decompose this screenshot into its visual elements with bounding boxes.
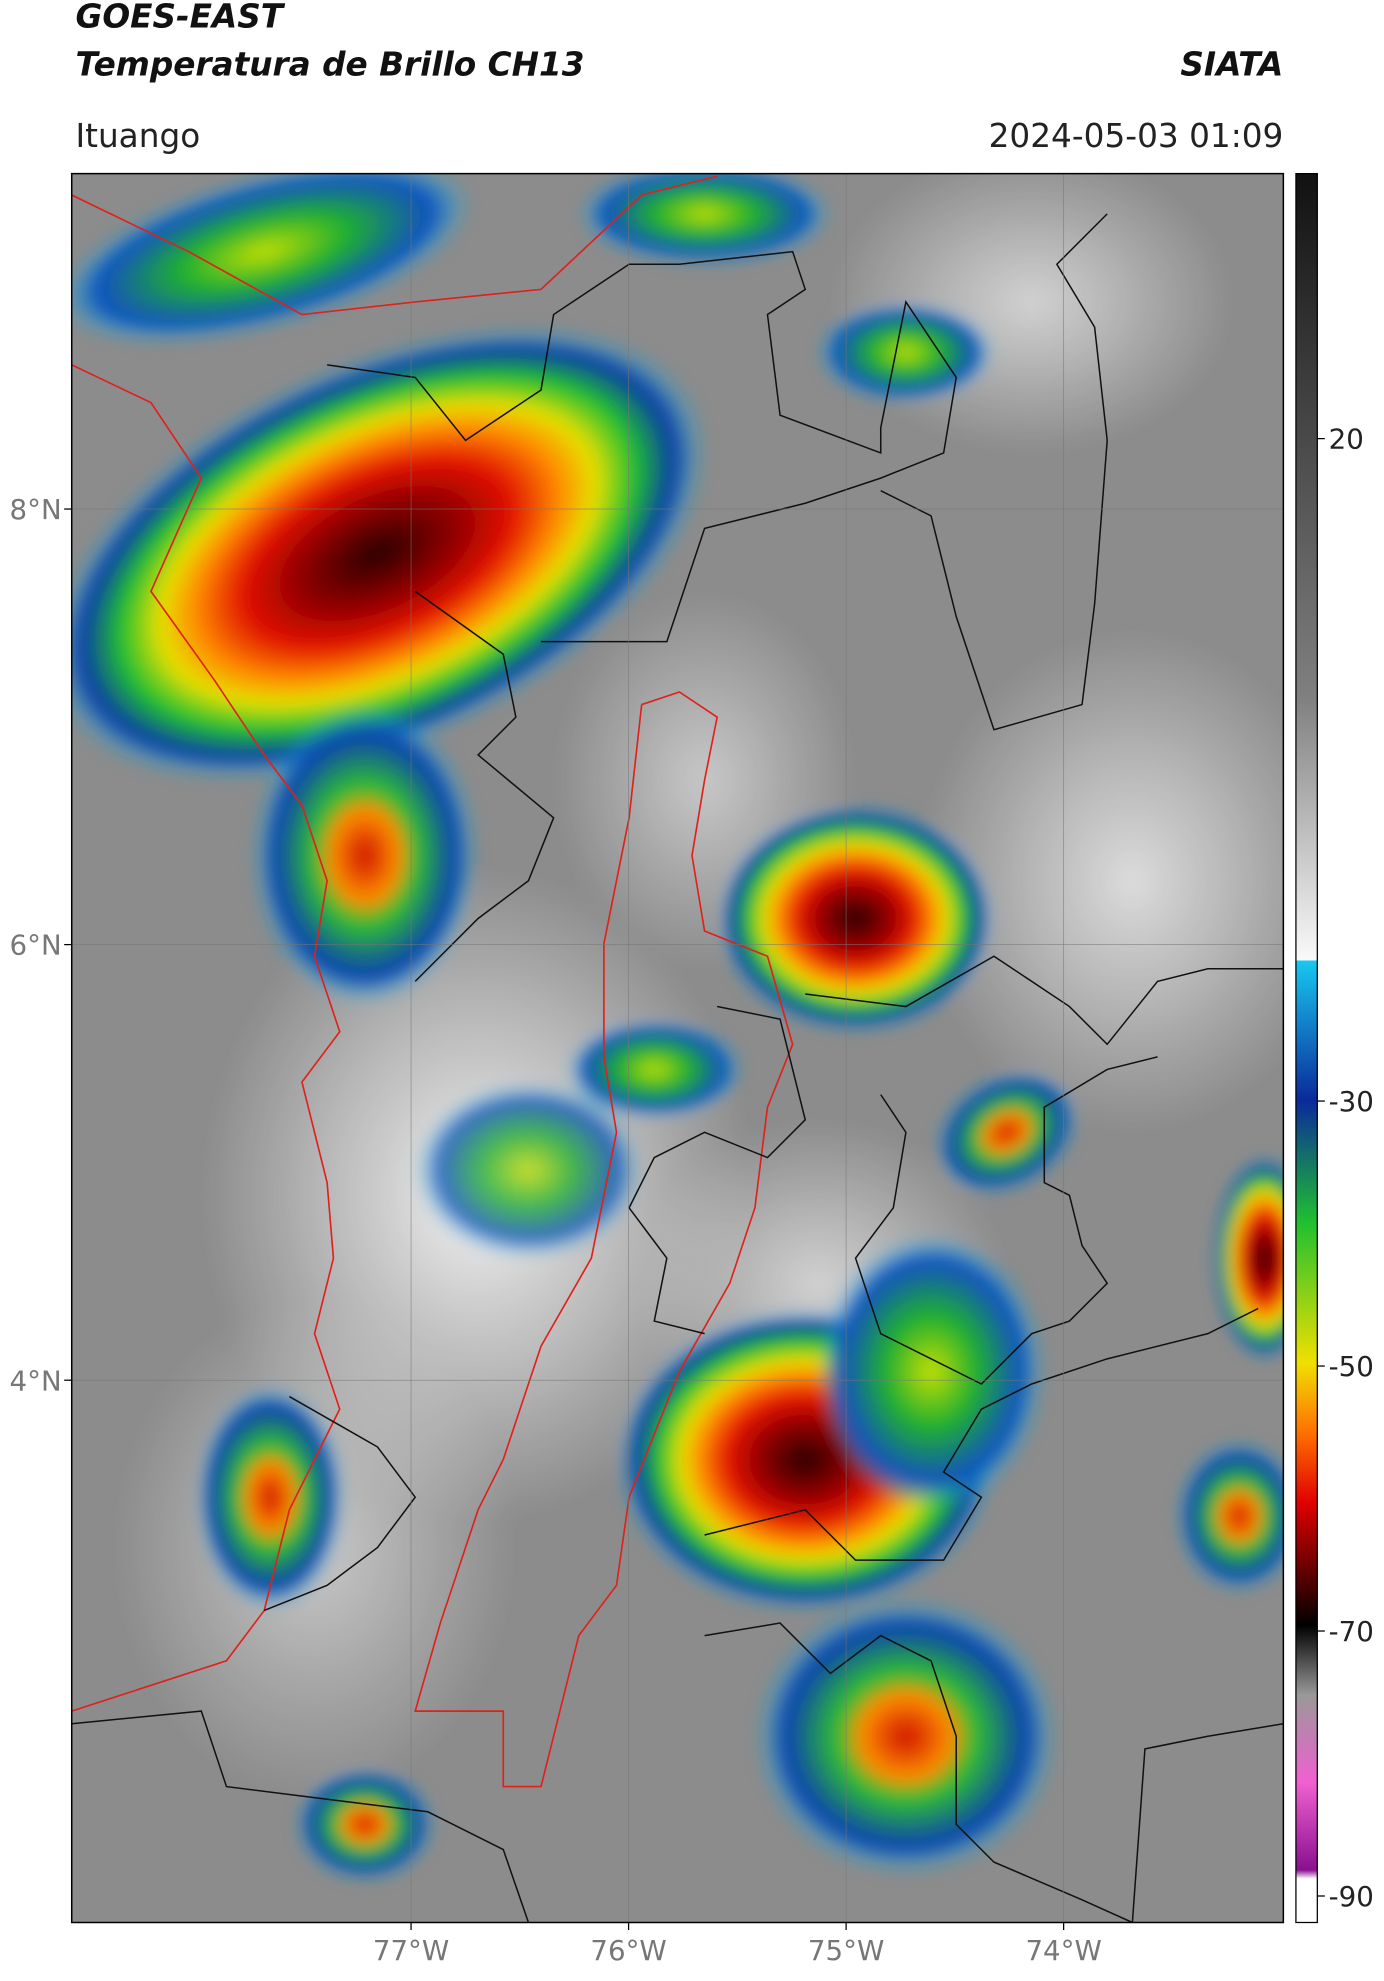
source: SIATA xyxy=(1180,45,1283,83)
map-frame xyxy=(70,172,1285,1924)
location: Ituango xyxy=(75,117,200,155)
y-tick-label: 6°N xyxy=(10,929,62,962)
colorbar-label: -90 xyxy=(1329,1880,1374,1913)
satellite-image xyxy=(71,173,1284,1923)
colorbar-label: -30 xyxy=(1329,1085,1374,1118)
colorbar-label: 20 xyxy=(1329,423,1364,456)
x-tick-label: 76°W xyxy=(590,1934,666,1967)
colorbar-label: -50 xyxy=(1329,1350,1374,1383)
datetime: 2024-05-03 01:09 xyxy=(989,117,1284,155)
title: GOES-EAST xyxy=(75,0,285,36)
x-tick-label: 77°W xyxy=(373,1934,449,1967)
grid xyxy=(71,173,1284,1923)
x-tick-label: 74°W xyxy=(1025,1934,1101,1967)
x-tick-label: 75°W xyxy=(808,1934,884,1967)
y-tick-label: 8°N xyxy=(10,493,62,526)
colorbar-label: -70 xyxy=(1329,1615,1374,1648)
subtitle: Temperatura de Brillo CH13 xyxy=(75,45,584,83)
y-tick-label: 4°N xyxy=(10,1364,62,1397)
colorbar xyxy=(1295,172,1318,1924)
ticks: 77°W 76°W 75°W 74°W 8°N 6°N 4°N 20 -30 -50 -70 -90 xyxy=(10,423,1374,1968)
